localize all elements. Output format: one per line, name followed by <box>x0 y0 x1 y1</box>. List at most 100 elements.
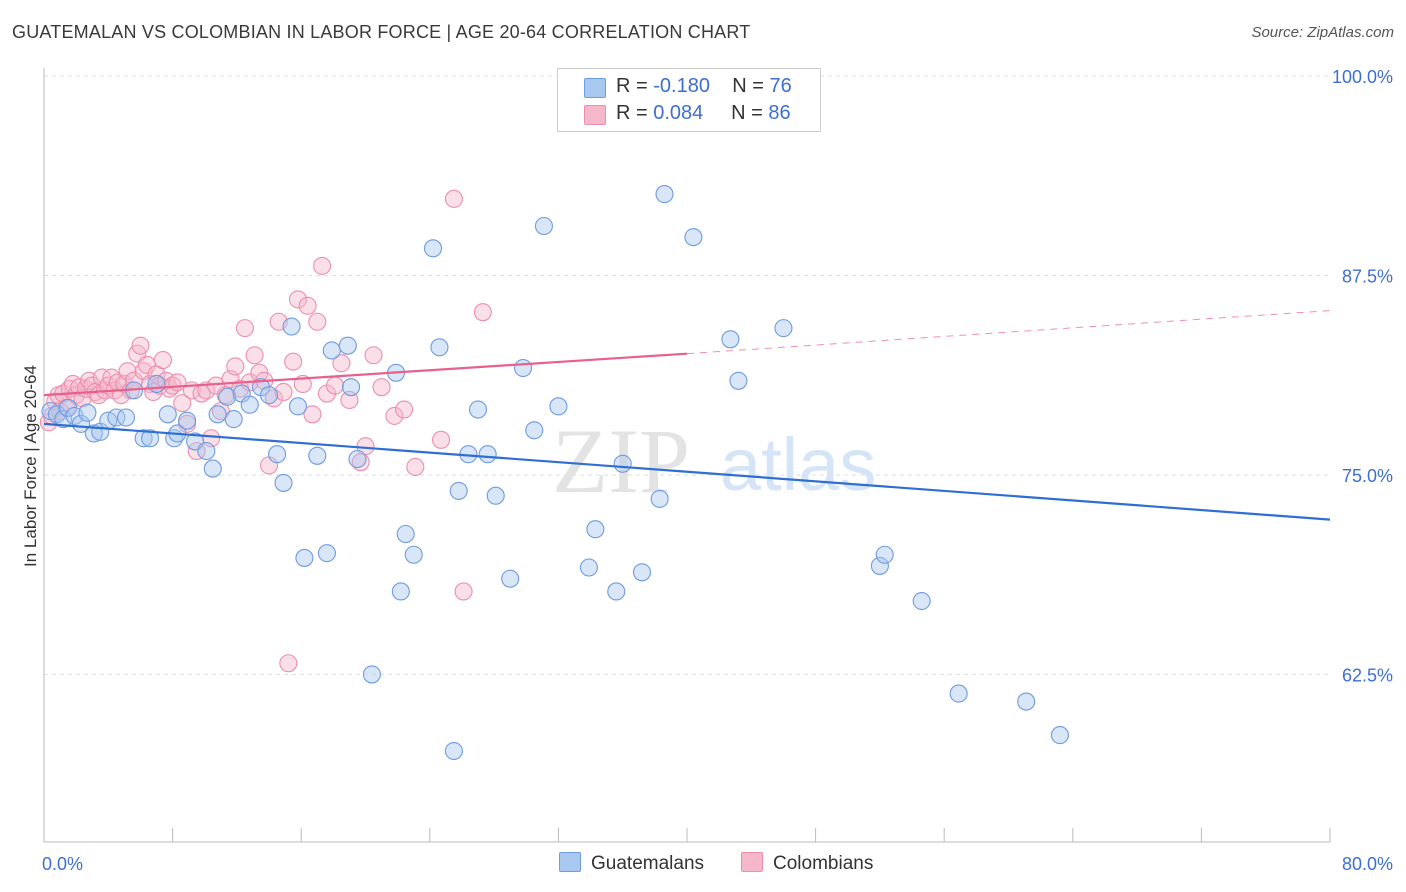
colombian-point <box>131 336 150 355</box>
legend-swatch-blue <box>584 78 606 98</box>
guatemalan-point <box>549 397 568 416</box>
guatemalan-point <box>308 446 327 465</box>
guatemalan-point <box>1017 692 1036 711</box>
guatemalan-point <box>116 408 136 427</box>
colombian-point <box>173 394 192 413</box>
guatemalan-point <box>513 358 533 378</box>
guatemalan-point <box>178 411 197 430</box>
colombian-point <box>226 357 245 376</box>
colombian-point <box>325 376 345 395</box>
bottom-legend-swatch-blue <box>559 852 581 872</box>
colombian-point <box>235 319 254 338</box>
legend-n-label: N = <box>732 75 764 97</box>
chart-title: GUATEMALAN VS COLOMBIAN IN LABOR FORCE |… <box>12 22 751 42</box>
guatemalan-point <box>362 665 381 684</box>
guatemalan-point <box>54 410 73 429</box>
y-tick-label: 100.0% <box>1332 67 1393 87</box>
legend-r-label: R = <box>616 102 648 124</box>
guatemalan-point <box>259 386 279 405</box>
guatemalan-point <box>218 387 237 406</box>
guatemalan-point <box>875 545 894 564</box>
guatemalan-point <box>134 429 153 448</box>
guatemalan-point <box>288 397 308 416</box>
axes <box>43 68 1331 843</box>
guatemalan-point <box>322 341 341 360</box>
bottom-legend-label: Colombians <box>773 853 874 874</box>
guatemalan-point <box>295 548 314 567</box>
guatemalan-point <box>71 414 91 433</box>
y-tick-label: 87.5% <box>1342 266 1393 286</box>
bottom-legend-colombians: Colombians <box>741 852 873 875</box>
guatemalan-point <box>1050 726 1069 745</box>
guatemalan-point <box>317 544 336 563</box>
colombian-point <box>308 312 327 331</box>
colombians-trend-line <box>43 352 688 397</box>
guatemalan-point <box>391 582 410 601</box>
guatemalan-point <box>650 489 669 508</box>
guatemalan-point <box>501 569 520 588</box>
colombian-point <box>298 296 317 315</box>
guatemalans-points <box>41 185 1069 761</box>
trend-lines <box>43 310 1331 521</box>
guatemalan-point <box>534 216 553 236</box>
legend-n-label: N = <box>731 102 763 124</box>
guatemalan-point <box>607 582 626 601</box>
colombian-point <box>274 382 293 402</box>
guatemalan-point <box>449 481 468 500</box>
guatemalan-point <box>478 445 497 464</box>
guatemalan-point <box>396 524 415 544</box>
guatemalan-point <box>158 405 177 424</box>
guatemalan-point <box>348 449 367 469</box>
guatemalan-point <box>203 459 222 478</box>
legend-n-value: 86 <box>768 102 791 124</box>
colombian-point <box>245 346 264 365</box>
x-tick-label: 80.0% <box>1342 854 1393 874</box>
guatemalan-point <box>240 395 259 414</box>
guatemalan-point <box>268 445 287 464</box>
guatemalans-trend-line <box>43 422 1331 521</box>
colombian-point <box>385 406 404 425</box>
colombians-points <box>39 189 492 673</box>
colombian-point <box>118 362 137 381</box>
guatemalan-point <box>444 741 463 761</box>
guatemalan-point <box>282 317 301 336</box>
source-label: Source: ZipAtlas.com <box>1251 24 1394 41</box>
guatemalan-point <box>147 374 166 394</box>
colombian-point <box>288 290 308 309</box>
guatemalan-point <box>729 371 748 390</box>
colombian-point <box>303 405 322 424</box>
legend-swatch-pink <box>584 105 606 125</box>
guatemalan-point <box>107 408 126 427</box>
colombian-point <box>473 303 492 322</box>
colombian-point <box>432 430 451 449</box>
y-axis-label: In Labor Force | Age 20-64 <box>21 365 40 567</box>
tick-labels: 100.0% 87.5% 75.0% 62.5% 0.0% 80.0% <box>42 67 1393 874</box>
colombian-point <box>332 354 351 373</box>
guatemalan-point <box>774 319 793 338</box>
guatemalan-point <box>224 410 243 429</box>
guatemalan-point <box>912 591 931 611</box>
guatemalan-point <box>341 378 361 397</box>
legend-r-value: -0.180 <box>653 75 710 97</box>
correlation-legend: R = -0.180 N = 76 R = 0.084 N = 86 <box>557 68 821 132</box>
bottom-legend-swatch-pink <box>741 852 763 872</box>
guatemalan-point <box>586 520 605 539</box>
legend-n-value: 76 <box>769 75 792 97</box>
guatemalan-point <box>525 421 544 440</box>
guatemalan-point <box>430 338 449 357</box>
guatemalan-point <box>613 454 632 473</box>
guatemalan-point <box>197 441 216 461</box>
legend-r-value: 0.084 <box>653 102 704 124</box>
guatemalan-point <box>721 330 740 349</box>
guatemalan-point <box>208 405 227 424</box>
y-tick-label: 62.5% <box>1342 665 1393 685</box>
watermark-atlas: atlas <box>720 423 876 506</box>
colombian-point <box>406 457 425 477</box>
colombian-point <box>444 189 463 208</box>
colombian-point <box>313 256 332 275</box>
y-tick-label: 75.0% <box>1342 466 1393 486</box>
colombian-point <box>153 350 173 370</box>
guatemalan-point <box>684 228 703 247</box>
colombian-point <box>264 389 283 408</box>
